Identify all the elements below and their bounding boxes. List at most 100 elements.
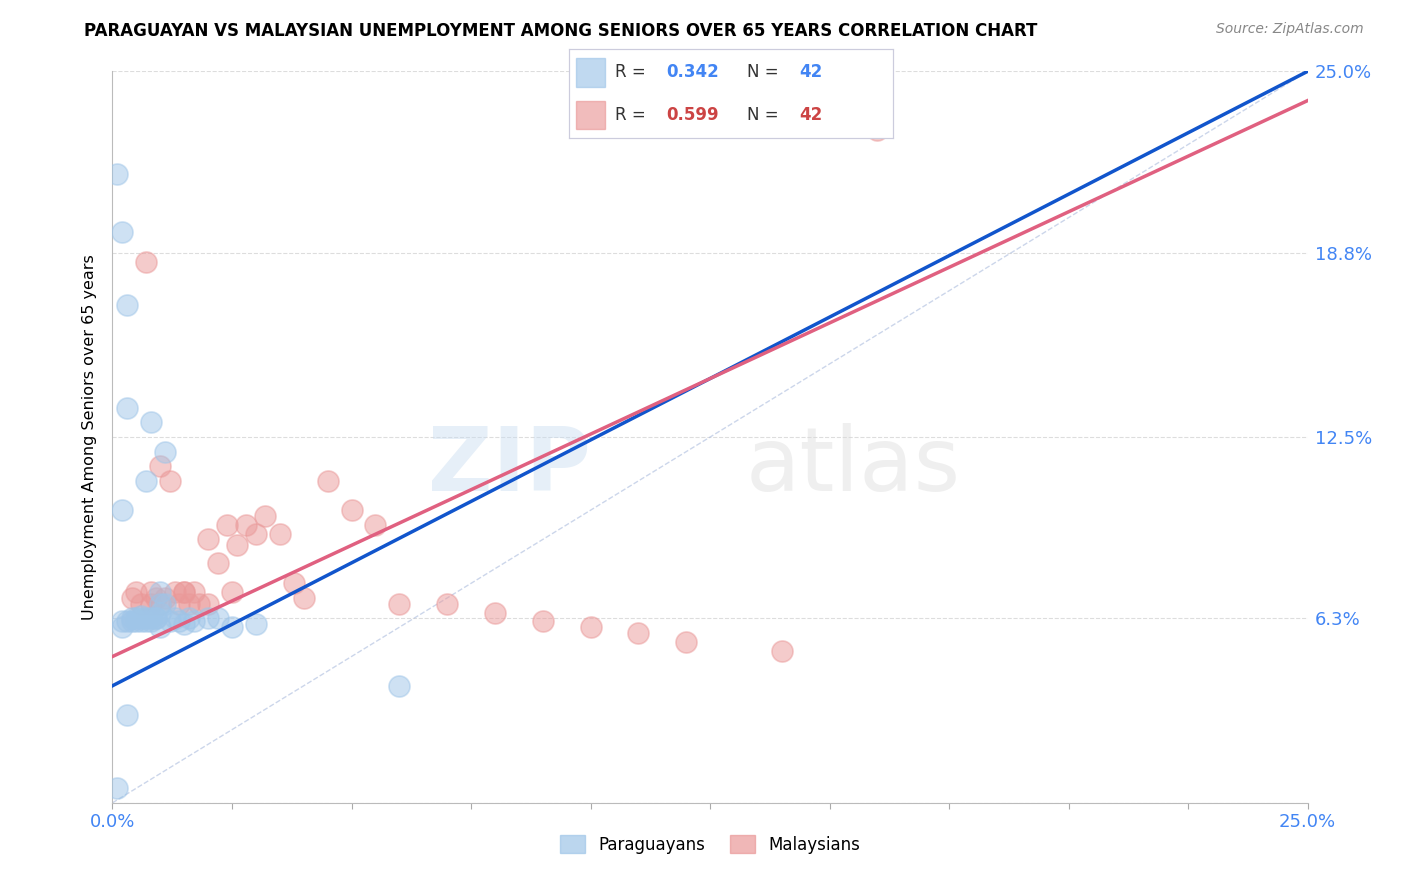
Text: PARAGUAYAN VS MALAYSIAN UNEMPLOYMENT AMONG SENIORS OVER 65 YEARS CORRELATION CHA: PARAGUAYAN VS MALAYSIAN UNEMPLOYMENT AMO… [84, 22, 1038, 40]
Point [627, 626, 650, 640]
Point [149, 459, 172, 474]
Point [135, 254, 157, 268]
Point [129, 608, 152, 623]
Point [125, 611, 148, 625]
Point [111, 620, 134, 634]
Point [245, 617, 267, 632]
Point [531, 615, 554, 629]
Text: atlas: atlas [745, 423, 962, 510]
Point [221, 585, 243, 599]
Point [121, 611, 143, 625]
Point [235, 517, 257, 532]
Point [169, 597, 191, 611]
Point [770, 643, 793, 657]
Point [579, 620, 602, 634]
Point [125, 585, 148, 599]
Point [115, 298, 138, 312]
Point [177, 611, 200, 625]
Text: R =: R = [614, 105, 651, 124]
Point [135, 474, 157, 488]
Point [436, 597, 458, 611]
Point [197, 533, 219, 547]
Point [254, 509, 277, 524]
Point [225, 538, 247, 552]
Point [111, 503, 134, 517]
Point [115, 708, 138, 723]
Text: 0.342: 0.342 [666, 62, 720, 81]
Point [149, 585, 172, 599]
Point [207, 611, 229, 625]
Point [173, 585, 195, 599]
Y-axis label: Unemployment Among Seniors over 65 years: Unemployment Among Seniors over 65 years [82, 254, 97, 620]
Point [187, 597, 209, 611]
Point [149, 606, 172, 620]
Point [145, 591, 167, 605]
Point [197, 597, 219, 611]
Text: 42: 42 [799, 62, 823, 81]
Point [139, 611, 162, 625]
Point [153, 591, 176, 605]
Point [121, 615, 143, 629]
Point [197, 611, 219, 625]
Point [283, 576, 305, 591]
Point [129, 597, 152, 611]
Point [364, 517, 387, 532]
Point [183, 585, 205, 599]
Point [177, 597, 200, 611]
Point [115, 615, 138, 629]
Point [217, 517, 239, 532]
Point [866, 123, 889, 137]
Point [145, 611, 167, 625]
Point [169, 615, 191, 629]
Point [388, 597, 411, 611]
Text: N =: N = [748, 62, 785, 81]
Legend: Paraguayans, Malaysians: Paraguayans, Malaysians [553, 829, 868, 860]
Point [121, 591, 143, 605]
Text: N =: N = [748, 105, 785, 124]
Point [115, 401, 138, 415]
FancyBboxPatch shape [576, 101, 605, 129]
Point [207, 556, 229, 570]
Point [163, 611, 186, 625]
Point [135, 615, 157, 629]
Text: ZIP: ZIP [427, 423, 591, 510]
Point [139, 615, 162, 629]
Point [111, 225, 134, 239]
Point [292, 591, 315, 605]
Point [173, 617, 195, 632]
Point [105, 781, 128, 796]
FancyBboxPatch shape [576, 58, 605, 87]
Point [139, 585, 162, 599]
Point [316, 474, 339, 488]
Point [153, 597, 176, 611]
Point [149, 597, 172, 611]
Text: R =: R = [614, 62, 651, 81]
Point [149, 597, 172, 611]
Point [125, 615, 148, 629]
Text: 42: 42 [799, 105, 823, 124]
Point [159, 474, 181, 488]
Point [145, 611, 167, 625]
Point [129, 615, 152, 629]
Point [153, 444, 176, 458]
Point [105, 167, 128, 181]
Point [129, 611, 152, 625]
Text: 0.599: 0.599 [666, 105, 718, 124]
Point [484, 606, 506, 620]
Text: Source: ZipAtlas.com: Source: ZipAtlas.com [1216, 22, 1364, 37]
Point [388, 679, 411, 693]
Point [675, 635, 697, 649]
Point [269, 526, 291, 541]
Point [340, 503, 363, 517]
Point [163, 585, 186, 599]
Point [111, 615, 134, 629]
Point [173, 585, 195, 599]
Point [149, 620, 172, 634]
Point [139, 597, 162, 611]
Point [159, 615, 181, 629]
Point [139, 416, 162, 430]
Point [245, 526, 267, 541]
Point [183, 615, 205, 629]
Point [135, 611, 157, 625]
Point [221, 620, 243, 634]
